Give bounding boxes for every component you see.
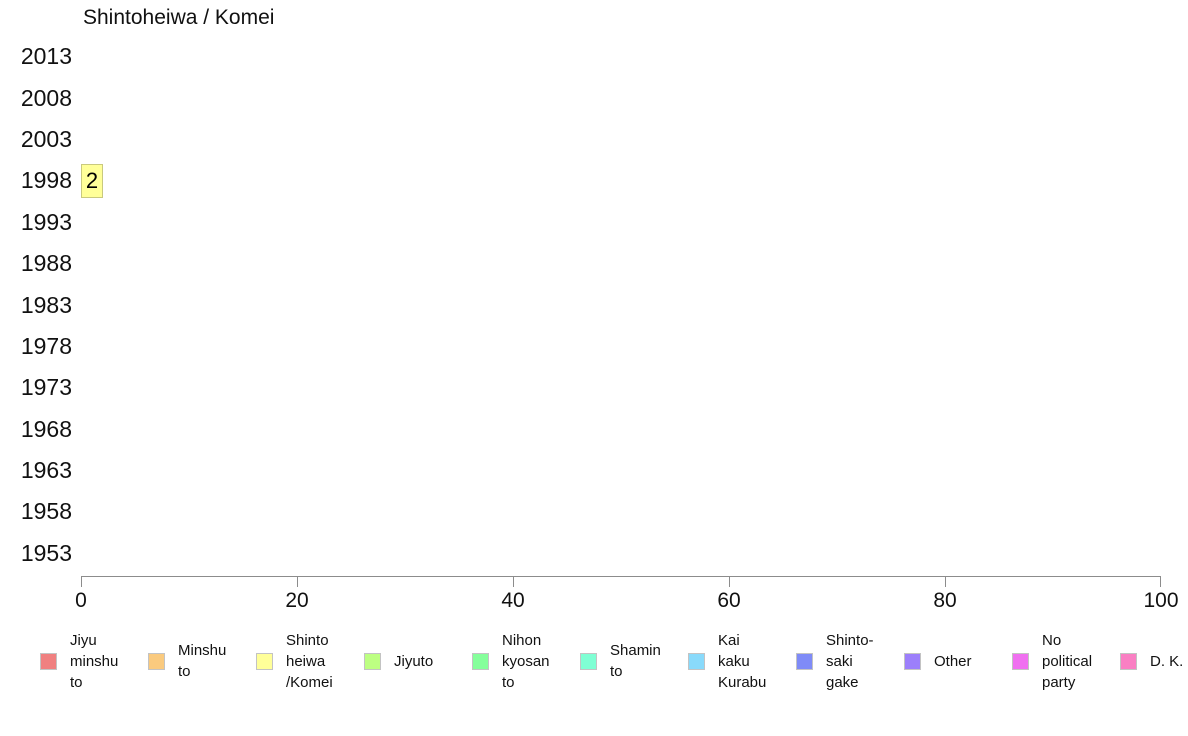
bar-area <box>81 326 1188 367</box>
y-axis-label: 1998 <box>20 167 72 194</box>
y-axis-label: 1963 <box>20 457 72 484</box>
y-axis-label: 1988 <box>20 250 72 277</box>
bar-area <box>81 450 1188 491</box>
legend-item: Minshu to <box>148 640 256 682</box>
chart-row: 1973 <box>0 367 1188 408</box>
legend-swatch <box>580 652 597 670</box>
x-axis-tick <box>81 576 82 587</box>
legend-swatch <box>148 652 165 670</box>
legend-item: Other <box>904 651 1012 672</box>
chart-title: Shintoheiwa / Komei <box>83 6 275 29</box>
legend-item: No political party <box>1012 630 1120 693</box>
legend-swatch <box>364 652 381 670</box>
bar-area: 2 <box>81 160 1188 201</box>
y-axis-label: 2013 <box>20 43 72 70</box>
bar-area <box>81 202 1188 243</box>
chart-row: 2003 <box>0 119 1188 160</box>
bar-area <box>81 533 1188 574</box>
y-axis-label: 1983 <box>20 291 72 318</box>
x-axis-line <box>81 576 1161 577</box>
legend: Jiyu minshu to Minshu to Shinto heiwa/Komei Jiy… <box>40 625 1188 697</box>
legend-swatch <box>1012 652 1029 670</box>
bar-value-label: 2 <box>85 167 99 193</box>
legend-label: D. K. <box>1150 652 1184 670</box>
x-axis-tick <box>1160 576 1161 587</box>
x-axis-tick-label: 60 <box>717 589 741 612</box>
x-axis-tick-label: 100 <box>1143 589 1179 612</box>
chart-row: 1968 <box>0 409 1188 450</box>
legend-item: Shamin to <box>580 640 688 682</box>
y-axis-label: 1993 <box>20 208 72 235</box>
legend-swatch <box>472 652 489 670</box>
legend-item: Nihon kyosan to <box>472 630 580 693</box>
bar-area <box>81 36 1188 77</box>
legend-label: Jiyuto <box>394 652 434 670</box>
legend-item: D. K. <box>1120 651 1188 672</box>
legend-swatch <box>1120 652 1137 670</box>
legend-label: Other <box>934 652 972 670</box>
chart-row: 1958 <box>0 491 1188 532</box>
legend-item: Shinto-saki gake <box>796 630 904 693</box>
legend-label: Kai kaku Kurabu <box>718 631 767 691</box>
plot-area: 2013 2008 2003 1998 2 1993 1988 1983 1978 1973 196… <box>0 36 1188 574</box>
y-axis-label: 1958 <box>20 498 72 525</box>
legend-label: Nihon kyosan to <box>502 631 550 691</box>
y-axis-label: 1978 <box>20 332 72 359</box>
legend-swatch <box>256 652 273 670</box>
x-axis-tick-label: 40 <box>501 589 525 612</box>
bar-area <box>81 284 1188 325</box>
x-axis-tick <box>513 576 514 587</box>
chart-row: 1978 <box>0 326 1188 367</box>
chart-row: 1993 <box>0 202 1188 243</box>
x-axis-tick <box>945 576 946 587</box>
x-axis-tick-label: 20 <box>285 589 309 612</box>
x-axis-tick <box>297 576 298 587</box>
legend-label: Shinto-saki gake <box>826 631 874 691</box>
legend-label: Shinto heiwa/Komei <box>286 631 333 691</box>
chart-row: 1998 2 <box>0 160 1188 201</box>
chart-row: 1953 <box>0 533 1188 574</box>
bar-area <box>81 491 1188 532</box>
bar-area <box>81 77 1188 118</box>
legend-label: Minshu to <box>178 642 227 680</box>
legend-item: Shinto heiwa/Komei <box>256 630 364 693</box>
legend-label: No political party <box>1042 631 1093 691</box>
chart-row: 1963 <box>0 450 1188 491</box>
bar-area <box>81 409 1188 450</box>
x-axis-tick-label: 0 <box>75 589 87 612</box>
legend-swatch <box>40 652 57 670</box>
chart-row: 1988 <box>0 243 1188 284</box>
bar-area <box>81 367 1188 408</box>
y-axis-label: 2003 <box>20 125 72 152</box>
chart-row: 1983 <box>0 284 1188 325</box>
legend-swatch <box>796 652 813 670</box>
legend-item: Jiyuto <box>364 651 472 672</box>
y-axis-label: 1973 <box>20 374 72 401</box>
x-axis-tick-label: 80 <box>933 589 957 612</box>
legend-item: Kai kaku Kurabu <box>688 630 796 693</box>
y-axis-label: 1968 <box>20 415 72 442</box>
x-axis-tick <box>729 576 730 587</box>
y-axis-label: 2008 <box>20 84 72 111</box>
chart-row: 2008 <box>0 77 1188 118</box>
legend-label: Shamin to <box>610 642 661 680</box>
bar-area <box>81 243 1188 284</box>
y-axis-label: 1953 <box>20 539 72 566</box>
legend-item: Jiyu minshu to <box>40 630 148 693</box>
bar: 2 <box>81 163 103 198</box>
bar-area <box>81 119 1188 160</box>
legend-swatch <box>904 652 921 670</box>
legend-swatch <box>688 652 705 670</box>
legend-label: Jiyu minshu to <box>70 631 119 691</box>
chart-row: 2013 <box>0 36 1188 77</box>
